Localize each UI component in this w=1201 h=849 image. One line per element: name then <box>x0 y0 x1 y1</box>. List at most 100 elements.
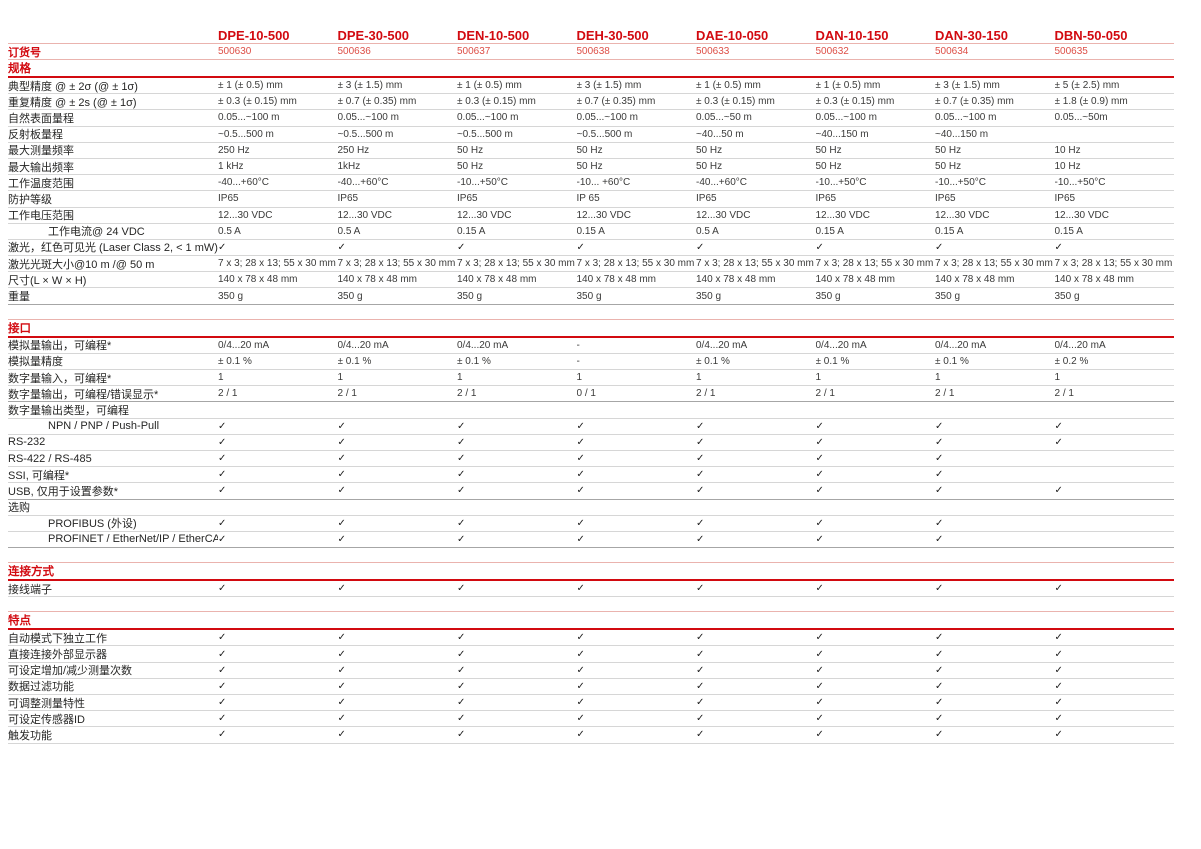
spec-cell-value: ± 0.7 (± 0.35) mm <box>935 96 1014 108</box>
check-icon: ✓ <box>935 648 944 660</box>
check-icon: ✓ <box>218 469 227 481</box>
check-icon: ✓ <box>576 664 585 676</box>
spec-cell-value: ± 0.7 (± 0.35) mm <box>337 96 417 108</box>
spec-row: USB, 仅用于设置参数* ✓ ✓ ✓ ✓ ✓ ✓ ✓ ✓ <box>8 483 1174 500</box>
check-icon: ✓ <box>576 680 585 692</box>
spec-cell-value: 0/4...20 mA <box>935 339 987 351</box>
spec-row: 防护等级 IP65 IP65 IP65 IP 65 IP65 IP65 IP65 IP65 <box>8 191 1174 208</box>
check-icon: ✓ <box>815 469 824 481</box>
spec-cell-value: ~40...150 m <box>815 128 869 140</box>
spec-row: 尺寸(L × W × H) 140 x 78 x 48 mm 140 x 78 x … <box>8 272 1174 289</box>
spec-cell-value: 10 Hz <box>1054 144 1081 156</box>
spec-cell-value: -10...+50°C <box>815 177 867 189</box>
spec-cell-value: 140 x 78 x 48 mm <box>218 274 298 286</box>
spec-cell-value: 0.05...~100 m <box>218 112 280 124</box>
spec-cell-value: 2 / 1 <box>337 388 357 400</box>
spec-cell-value: ± 0.3 (± 0.15) mm <box>696 96 775 108</box>
spec-cell-value: 1 <box>457 372 463 384</box>
check-icon: ✓ <box>218 648 227 660</box>
check-icon: ✓ <box>337 453 346 465</box>
spec-cell-value: 1kHz <box>337 161 361 173</box>
check-icon: ✓ <box>218 517 227 529</box>
spec-cell-value: ~40...50 m <box>696 128 744 140</box>
check-icon: ✓ <box>815 648 824 660</box>
check-icon: ✓ <box>815 713 824 725</box>
spec-row: 数字量输出，可编程/错误显示* 2 / 1 2 / 1 2 / 1 0 / 1 2 / 1… <box>8 386 1174 403</box>
check-icon: ✓ <box>576 713 585 725</box>
spec-cell-value: 0.15 A <box>1054 225 1083 237</box>
spec-row: 重量 350 g 350 g 350 g 350 g 350 g 350 g 350 g 350… <box>8 288 1174 305</box>
order-number-value: 500637 <box>457 46 491 57</box>
check-icon: ✓ <box>218 680 227 692</box>
check-icon: ✓ <box>337 648 346 660</box>
check-icon: ✓ <box>696 436 705 448</box>
spec-cell-value: 350 g <box>696 290 722 302</box>
check-icon: ✓ <box>935 469 944 481</box>
spec-cell-value: 1 <box>696 372 702 384</box>
spec-row-label: 最大测量频率 <box>8 145 74 158</box>
spec-cell-value: 12...30 VDC <box>815 209 870 221</box>
spec-cell-value: 140 x 78 x 48 mm <box>815 274 895 286</box>
check-icon: ✓ <box>457 648 466 660</box>
spec-cell-value: 250 Hz <box>337 144 370 156</box>
spec-cell-value: - <box>576 355 580 367</box>
spec-cell-value: 0/4...20 mA <box>815 339 867 351</box>
spec-cell-value: 350 g <box>935 290 961 302</box>
section-title: 接口 <box>8 322 31 335</box>
check-icon: ✓ <box>815 697 824 709</box>
check-icon: ✓ <box>337 632 346 644</box>
spec-cell-value: ± 1 (± 0.5) mm <box>457 80 522 92</box>
spec-row: 自然表面量程 0.05...~100 m 0.05...~100 m 0.05...~… <box>8 110 1174 127</box>
check-icon: ✓ <box>696 485 705 497</box>
spec-cell-value: ± 1 (± 0.5) mm <box>218 80 283 92</box>
spec-cell-value: -10...+50°C <box>1054 177 1106 189</box>
spec-cell-value: ~40...150 m <box>935 128 989 140</box>
spec-cell-value: ± 0.1 % <box>696 355 730 367</box>
check-icon: ✓ <box>337 533 346 545</box>
spec-cell-value: ± 5 (± 2.5) mm <box>1054 80 1120 92</box>
spec-cell-value: ± 0.1 % <box>337 355 372 367</box>
spec-cell-value: ± 1.8 (± 0.9) mm <box>1054 96 1128 108</box>
spec-row-label: 数字量输入，可编程* <box>8 372 112 385</box>
check-icon: ✓ <box>935 241 944 253</box>
spec-cell-value: 2 / 1 <box>457 388 477 400</box>
spec-row-label: 工作电流@ 24 VDC <box>48 226 145 239</box>
check-icon: ✓ <box>576 453 585 465</box>
spec-row-label: 选购 <box>8 502 30 515</box>
spec-cell-value: ± 0.3 (± 0.15) mm <box>815 96 895 108</box>
spec-cell-value: - <box>576 339 580 351</box>
spec-cell-value: 0/4...20 mA <box>218 339 270 351</box>
check-icon: ✓ <box>337 469 346 481</box>
model-name: DAN-30-150 <box>935 28 1008 43</box>
spec-cell-value: 7 x 3; 28 x 13; 55 x 30 mm <box>337 258 456 270</box>
check-icon: ✓ <box>576 485 585 497</box>
check-icon: ✓ <box>337 517 346 529</box>
spec-cell-value: IP65 <box>696 193 717 205</box>
spec-row-label: 激光，红色可见光 (Laser Class 2, < 1 mW) <box>8 242 218 255</box>
spec-cell-value: -10...+50°C <box>935 177 986 189</box>
check-icon: ✓ <box>218 664 227 676</box>
spec-cell-value: -40...+60°C <box>337 177 389 189</box>
check-icon: ✓ <box>1054 583 1063 595</box>
spec-row: 数字量输入，可编程* 1 1 1 1 1 1 1 1 <box>8 370 1174 387</box>
spec-cell-value: 50 Hz <box>457 144 484 156</box>
spec-cell-value: 350 g <box>337 290 363 302</box>
check-icon: ✓ <box>935 517 944 529</box>
check-icon: ✓ <box>576 517 585 529</box>
check-icon: ✓ <box>935 436 944 448</box>
spec-cell-value: 2 / 1 <box>218 388 238 400</box>
check-icon: ✓ <box>576 420 585 432</box>
check-icon: ✓ <box>696 632 705 644</box>
spec-row: 接线端子 ✓ ✓ ✓ ✓ ✓ ✓ ✓ ✓ <box>8 581 1174 598</box>
check-icon: ✓ <box>457 713 466 725</box>
spec-cell-value: ± 0.7 (± 0.35) mm <box>576 96 656 108</box>
spec-row-label: USB, 仅用于设置参数* <box>8 485 119 498</box>
check-icon: ✓ <box>576 436 585 448</box>
spec-cell-value: 1 <box>576 372 583 384</box>
check-icon: ✓ <box>696 533 705 545</box>
spec-row-label: 数字量输出类型，可编程 <box>8 404 129 417</box>
section-title: 规格 <box>8 63 31 75</box>
check-icon: ✓ <box>218 485 227 497</box>
check-icon: ✓ <box>218 729 227 741</box>
check-icon: ✓ <box>337 729 346 741</box>
